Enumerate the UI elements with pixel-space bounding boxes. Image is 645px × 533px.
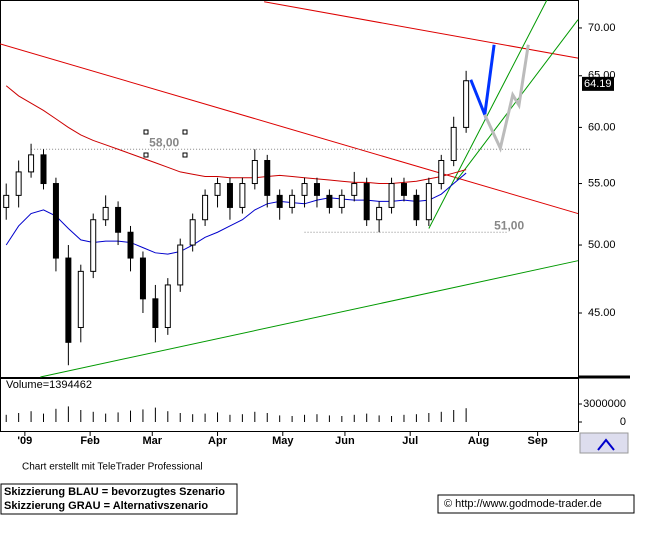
trend-line (40, 260, 579, 378)
candle-body (52, 183, 59, 259)
candle-body (77, 270, 84, 328)
candle-body (326, 194, 333, 208)
candle-body (102, 206, 109, 221)
trend-line (483, 44, 530, 153)
volume-label: Volume=1394462 (6, 379, 92, 391)
candle-body (413, 194, 420, 221)
candle-body (214, 183, 221, 196)
legend-box (0, 483, 238, 515)
candle-body (164, 284, 171, 328)
icon-glyph (597, 438, 615, 451)
candle-body (338, 194, 345, 208)
handles (143, 129, 188, 158)
candle-body (40, 154, 47, 185)
candle-body (450, 126, 457, 161)
candle-body (388, 183, 395, 208)
candle-body (264, 159, 271, 196)
x-tick-label: Feb (80, 435, 100, 447)
candle-body (425, 183, 432, 221)
candle-body (139, 257, 146, 300)
candle-body (438, 159, 445, 185)
trend-line (264, 1, 579, 59)
candle-body (152, 298, 159, 328)
candle-body (28, 154, 35, 173)
last-price-box (582, 76, 614, 91)
volume-tick-label: 0 (620, 416, 626, 428)
candle-body (276, 194, 283, 208)
x-tick-label: Sep (528, 435, 548, 447)
y-tick-label: 45.00 (588, 307, 616, 319)
candle-body (363, 183, 370, 221)
candle-body (376, 206, 383, 221)
candle-body (189, 219, 196, 246)
candle-body (65, 257, 72, 343)
candle-body (15, 171, 22, 196)
y-tick-label: 50.00 (588, 239, 616, 251)
price-panel (0, 0, 579, 378)
candle-body (289, 194, 296, 208)
candle-body (127, 231, 134, 259)
candle-body (202, 194, 209, 221)
y-tick-label: 70.00 (588, 22, 616, 34)
trend-line (0, 43, 579, 215)
y-tick-label: 55.00 (588, 177, 616, 189)
volume-tick-label: 3000000 (583, 398, 626, 410)
x-tick-label: Jul (402, 435, 418, 447)
candle-body (239, 183, 246, 208)
legend-blue: Skizzierung BLAU = bevorzugtes Szenario (4, 486, 225, 498)
candle-body (177, 244, 184, 286)
level-label: 51,00 (494, 218, 524, 232)
x-tick-label: Mar (142, 435, 162, 447)
candle-body (313, 183, 320, 196)
candle-body (400, 183, 407, 196)
candle-body (251, 159, 258, 185)
y-tick-label: 60.00 (588, 121, 616, 133)
candle-body (463, 80, 470, 128)
credit: Chart erstellt mit TeleTrader Profession… (22, 462, 203, 473)
x-tick-label: Jun (335, 435, 355, 447)
last-price: 64.19 (584, 78, 612, 90)
candle-body (3, 194, 10, 208)
source: © http://www.godmode-trader.de (444, 498, 602, 510)
legend-grey: Skizzierung GRAU = Alternativszenario (4, 500, 208, 512)
trend-line (428, 0, 548, 229)
candle-body (115, 206, 122, 233)
x-tick-label: '09 (17, 435, 32, 447)
candle-body (351, 183, 358, 196)
x-tick-label: Aug (468, 435, 489, 447)
candle-body (226, 183, 233, 208)
x-tick-label: May (272, 435, 294, 447)
candle-body (301, 183, 308, 196)
volume-panel (0, 378, 579, 432)
level-label: 58,00 (149, 135, 179, 149)
candle-body (90, 219, 97, 272)
x-tick-label: Apr (208, 435, 228, 447)
source-box (437, 494, 635, 514)
